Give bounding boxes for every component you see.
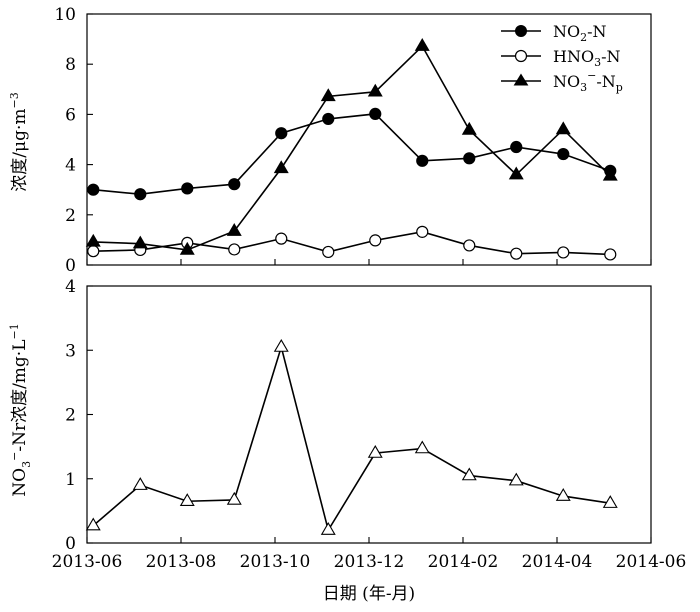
bottom-series-0-point <box>85 517 101 531</box>
top-series-0-point <box>228 178 241 191</box>
top-y-tick-label: 0 <box>65 256 76 276</box>
top-series-1-point <box>463 239 476 252</box>
top-series-2-point <box>320 88 336 102</box>
top-series-2-point <box>555 121 571 135</box>
legend-label-no2: NO2-N <box>553 22 607 44</box>
x-tick-label: 2014-04 <box>522 552 593 572</box>
top-series-0-point <box>181 182 194 195</box>
x-tick-label: 2014-06 <box>616 552 687 572</box>
bottom-y-tick-label: 4 <box>65 277 76 297</box>
x-tick-label: 2014-02 <box>428 552 499 572</box>
legend-label-no3p: NO3−-Np <box>553 69 623 94</box>
x-axis-title: 日期 (年-月) <box>323 584 415 604</box>
bottom-series-0-point <box>414 440 430 454</box>
bottom-series-0-line <box>92 344 611 533</box>
top-series-2-point <box>461 121 477 135</box>
x-tick-label: 2013-10 <box>240 552 311 572</box>
top-series-2-point <box>226 223 242 236</box>
x-tick-label: 2013-12 <box>334 552 405 572</box>
top-series-0-point <box>134 188 147 201</box>
bottom-axes: 0 1 2 3 4 <box>65 277 652 554</box>
top-y-tick-label: 10 <box>54 5 76 25</box>
top-y-tick-label: 4 <box>65 156 76 176</box>
top-series-1-line <box>93 231 611 256</box>
bottom-series-0-point <box>179 493 195 506</box>
top-series-2-point <box>132 235 148 249</box>
top-series-1-point <box>416 225 429 238</box>
legend-marker-no2 <box>515 25 527 37</box>
top-series-1-point <box>369 234 382 247</box>
top-series-2-point <box>85 233 101 247</box>
top-y-tick-label: 8 <box>65 55 76 75</box>
top-series-1-point <box>604 248 617 261</box>
top-y-axis-title: 浓度/μg·m−3 <box>8 92 30 191</box>
bottom-y-tick-label: 0 <box>65 534 76 554</box>
top-series-2-point <box>367 83 383 97</box>
top-series-0-point <box>87 183 100 196</box>
x-tick-label: 2013-06 <box>52 552 123 572</box>
bottom-series-0-point <box>602 495 618 508</box>
top-series-0-point <box>416 154 429 167</box>
bottom-series-0-point <box>367 444 383 458</box>
bottom-y-tick-label: 3 <box>65 341 76 361</box>
top-series-1-point <box>322 245 335 259</box>
bottom-y-axis-title: NO3−-Nr浓度/mg·L−1 <box>8 323 33 496</box>
top-series-0-point <box>463 152 476 165</box>
top-series-2-point <box>179 241 195 255</box>
top-series-0-line <box>93 113 611 196</box>
top-series-1-point <box>275 232 288 245</box>
top-series-2-point <box>508 166 524 180</box>
bottom-series-0-point <box>132 477 148 490</box>
top-series-1-point <box>557 246 570 259</box>
legend-marker-hno3 <box>514 49 528 63</box>
top-series-2-point <box>602 167 618 181</box>
top-series-2-line <box>93 44 611 251</box>
bottom-y-tick-label: 1 <box>65 470 76 490</box>
x-tick-label: 2013-08 <box>146 552 217 572</box>
top-axes: 0 2 4 6 8 10 <box>54 5 652 276</box>
legend-label-hno3: HNO3-N <box>553 47 620 69</box>
top-series-0-point <box>322 112 335 126</box>
bottom-series-0-point <box>226 491 242 505</box>
top-series-0-point <box>275 127 288 140</box>
bottom-series-0-point <box>273 338 289 352</box>
bottom-series-0-point <box>461 467 477 481</box>
bottom-y-tick-label: 2 <box>65 406 76 426</box>
bottom-series-0-point <box>508 472 524 486</box>
top-y-tick-label: 6 <box>65 105 76 125</box>
top-series-0-point <box>369 107 382 120</box>
top-series-1-point <box>228 243 241 256</box>
top-y-tick-label: 2 <box>65 206 76 226</box>
top-series-2-point <box>414 38 430 51</box>
top-series-2-point <box>273 160 289 174</box>
top-series-1-point <box>510 247 523 260</box>
top-series-0-point <box>557 147 570 161</box>
bottom-panel-frame <box>86 285 652 544</box>
bottom-series-0-point <box>555 488 571 501</box>
top-series-0-point <box>510 140 523 154</box>
x-axis: 2013-06 2013-08 2013-10 2013-12 2014-02 2014-… <box>52 552 687 572</box>
top-series-1-point <box>87 245 100 258</box>
legend: NO2-N HNO3-N NO3−-Np <box>501 22 623 94</box>
legend-marker-no3p <box>513 73 529 86</box>
bottom-series-0-point <box>320 522 336 535</box>
